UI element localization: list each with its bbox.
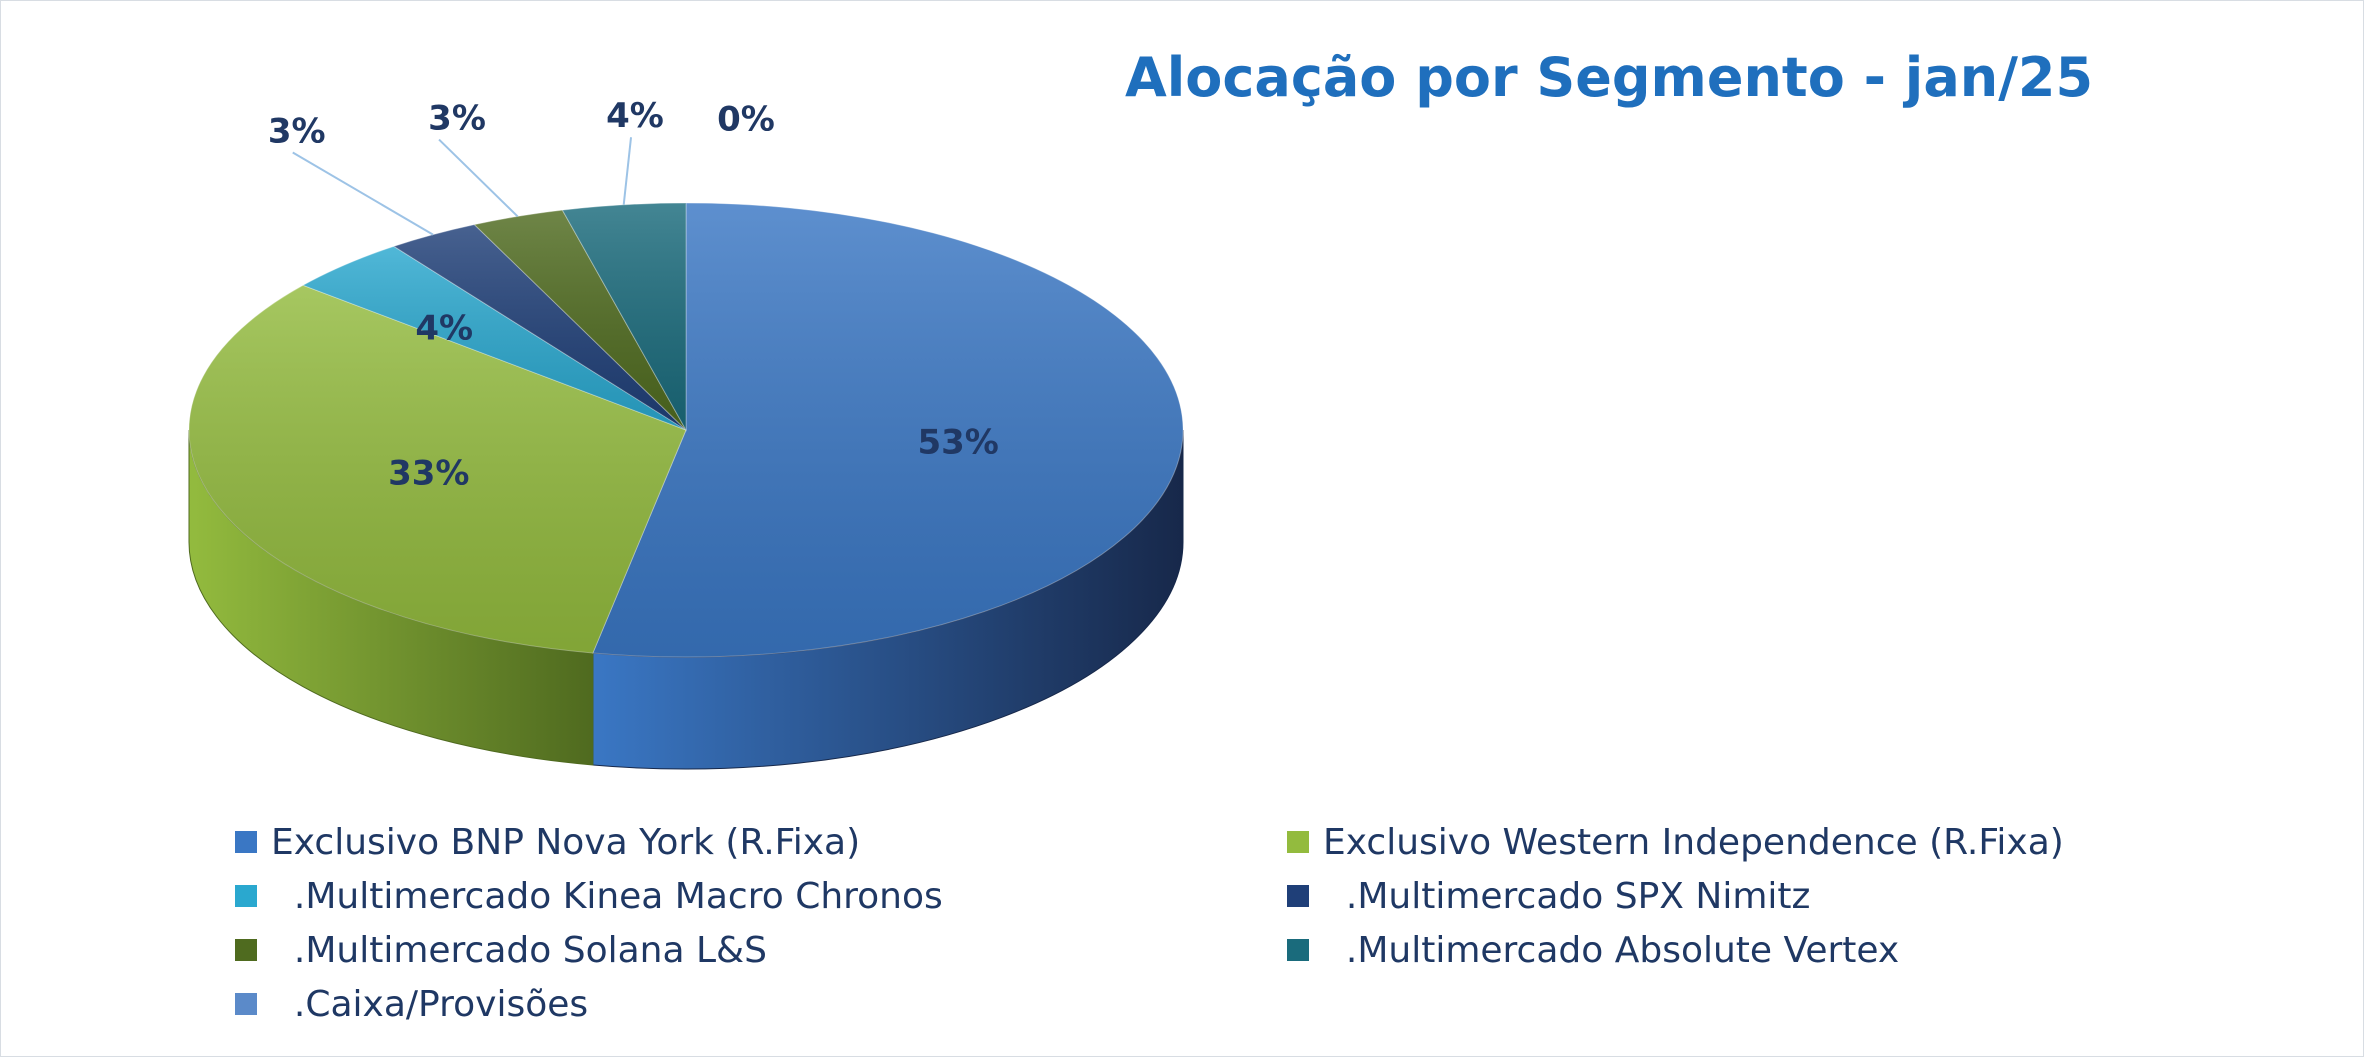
legend-swatch xyxy=(235,885,257,907)
data-label: 3% xyxy=(428,99,486,139)
data-label: 0% xyxy=(717,100,775,140)
data-label: 4% xyxy=(606,96,664,136)
legend: Exclusivo BNP Nova York (R.Fixa) Exclusi… xyxy=(235,815,2135,1031)
data-label: 3% xyxy=(268,112,326,152)
legend-item: .Multimercado Kinea Macro Chronos xyxy=(235,869,1287,923)
chart-title: Alocação por Segmento - jan/25 xyxy=(1125,46,2094,109)
legend-item: .Multimercado Absolute Vertex xyxy=(1287,923,2135,977)
pie-slice-shade xyxy=(592,202,1184,657)
pie-slice-shade xyxy=(393,224,686,430)
data-label: 33% xyxy=(388,453,469,493)
legend-item: .Caixa/Provisões xyxy=(235,977,1287,1031)
legend-swatch xyxy=(1287,939,1309,961)
data-label: 53% xyxy=(917,423,998,463)
legend-label: Exclusivo Western Independence (R.Fixa) xyxy=(1323,821,2064,863)
data-labels: 53% 33% 4% 3% 3% 4% 0% xyxy=(268,96,999,493)
legend-label: .Multimercado Solana L&S xyxy=(271,929,767,971)
legend-label: Exclusivo BNP Nova York (R.Fixa) xyxy=(271,821,861,863)
leader-lines xyxy=(292,137,633,236)
legend-swatch xyxy=(1287,831,1309,853)
legend-label: .Multimercado Kinea Macro Chronos xyxy=(271,875,943,917)
pie-slice-shade xyxy=(188,285,686,653)
data-label: 4% xyxy=(415,309,473,349)
legend-swatch xyxy=(1287,885,1309,907)
leader-line xyxy=(292,151,434,236)
legend-label: .Multimercado Absolute Vertex xyxy=(1323,929,1900,971)
leader-line xyxy=(438,138,519,218)
legend-swatch xyxy=(235,993,257,1015)
pie-slice-shade xyxy=(303,246,686,430)
legend-item: Exclusivo Western Independence (R.Fixa) xyxy=(1287,815,2135,869)
legend-label: .Multimercado SPX Nimitz xyxy=(1323,875,1811,917)
legend-label: .Caixa/Provisões xyxy=(271,983,589,1025)
legend-swatch xyxy=(235,939,257,961)
legend-item: .Multimercado SPX Nimitz xyxy=(1287,869,2135,923)
pie-slice-shade xyxy=(562,203,686,430)
legend-item: Exclusivo BNP Nova York (R.Fixa) xyxy=(235,815,1287,869)
legend-item: .Multimercado Solana L&S xyxy=(235,923,1287,977)
legend-swatch xyxy=(235,831,257,853)
pie-slice-shade xyxy=(474,210,686,430)
leader-line xyxy=(622,137,633,205)
pie-slices xyxy=(188,202,1184,658)
